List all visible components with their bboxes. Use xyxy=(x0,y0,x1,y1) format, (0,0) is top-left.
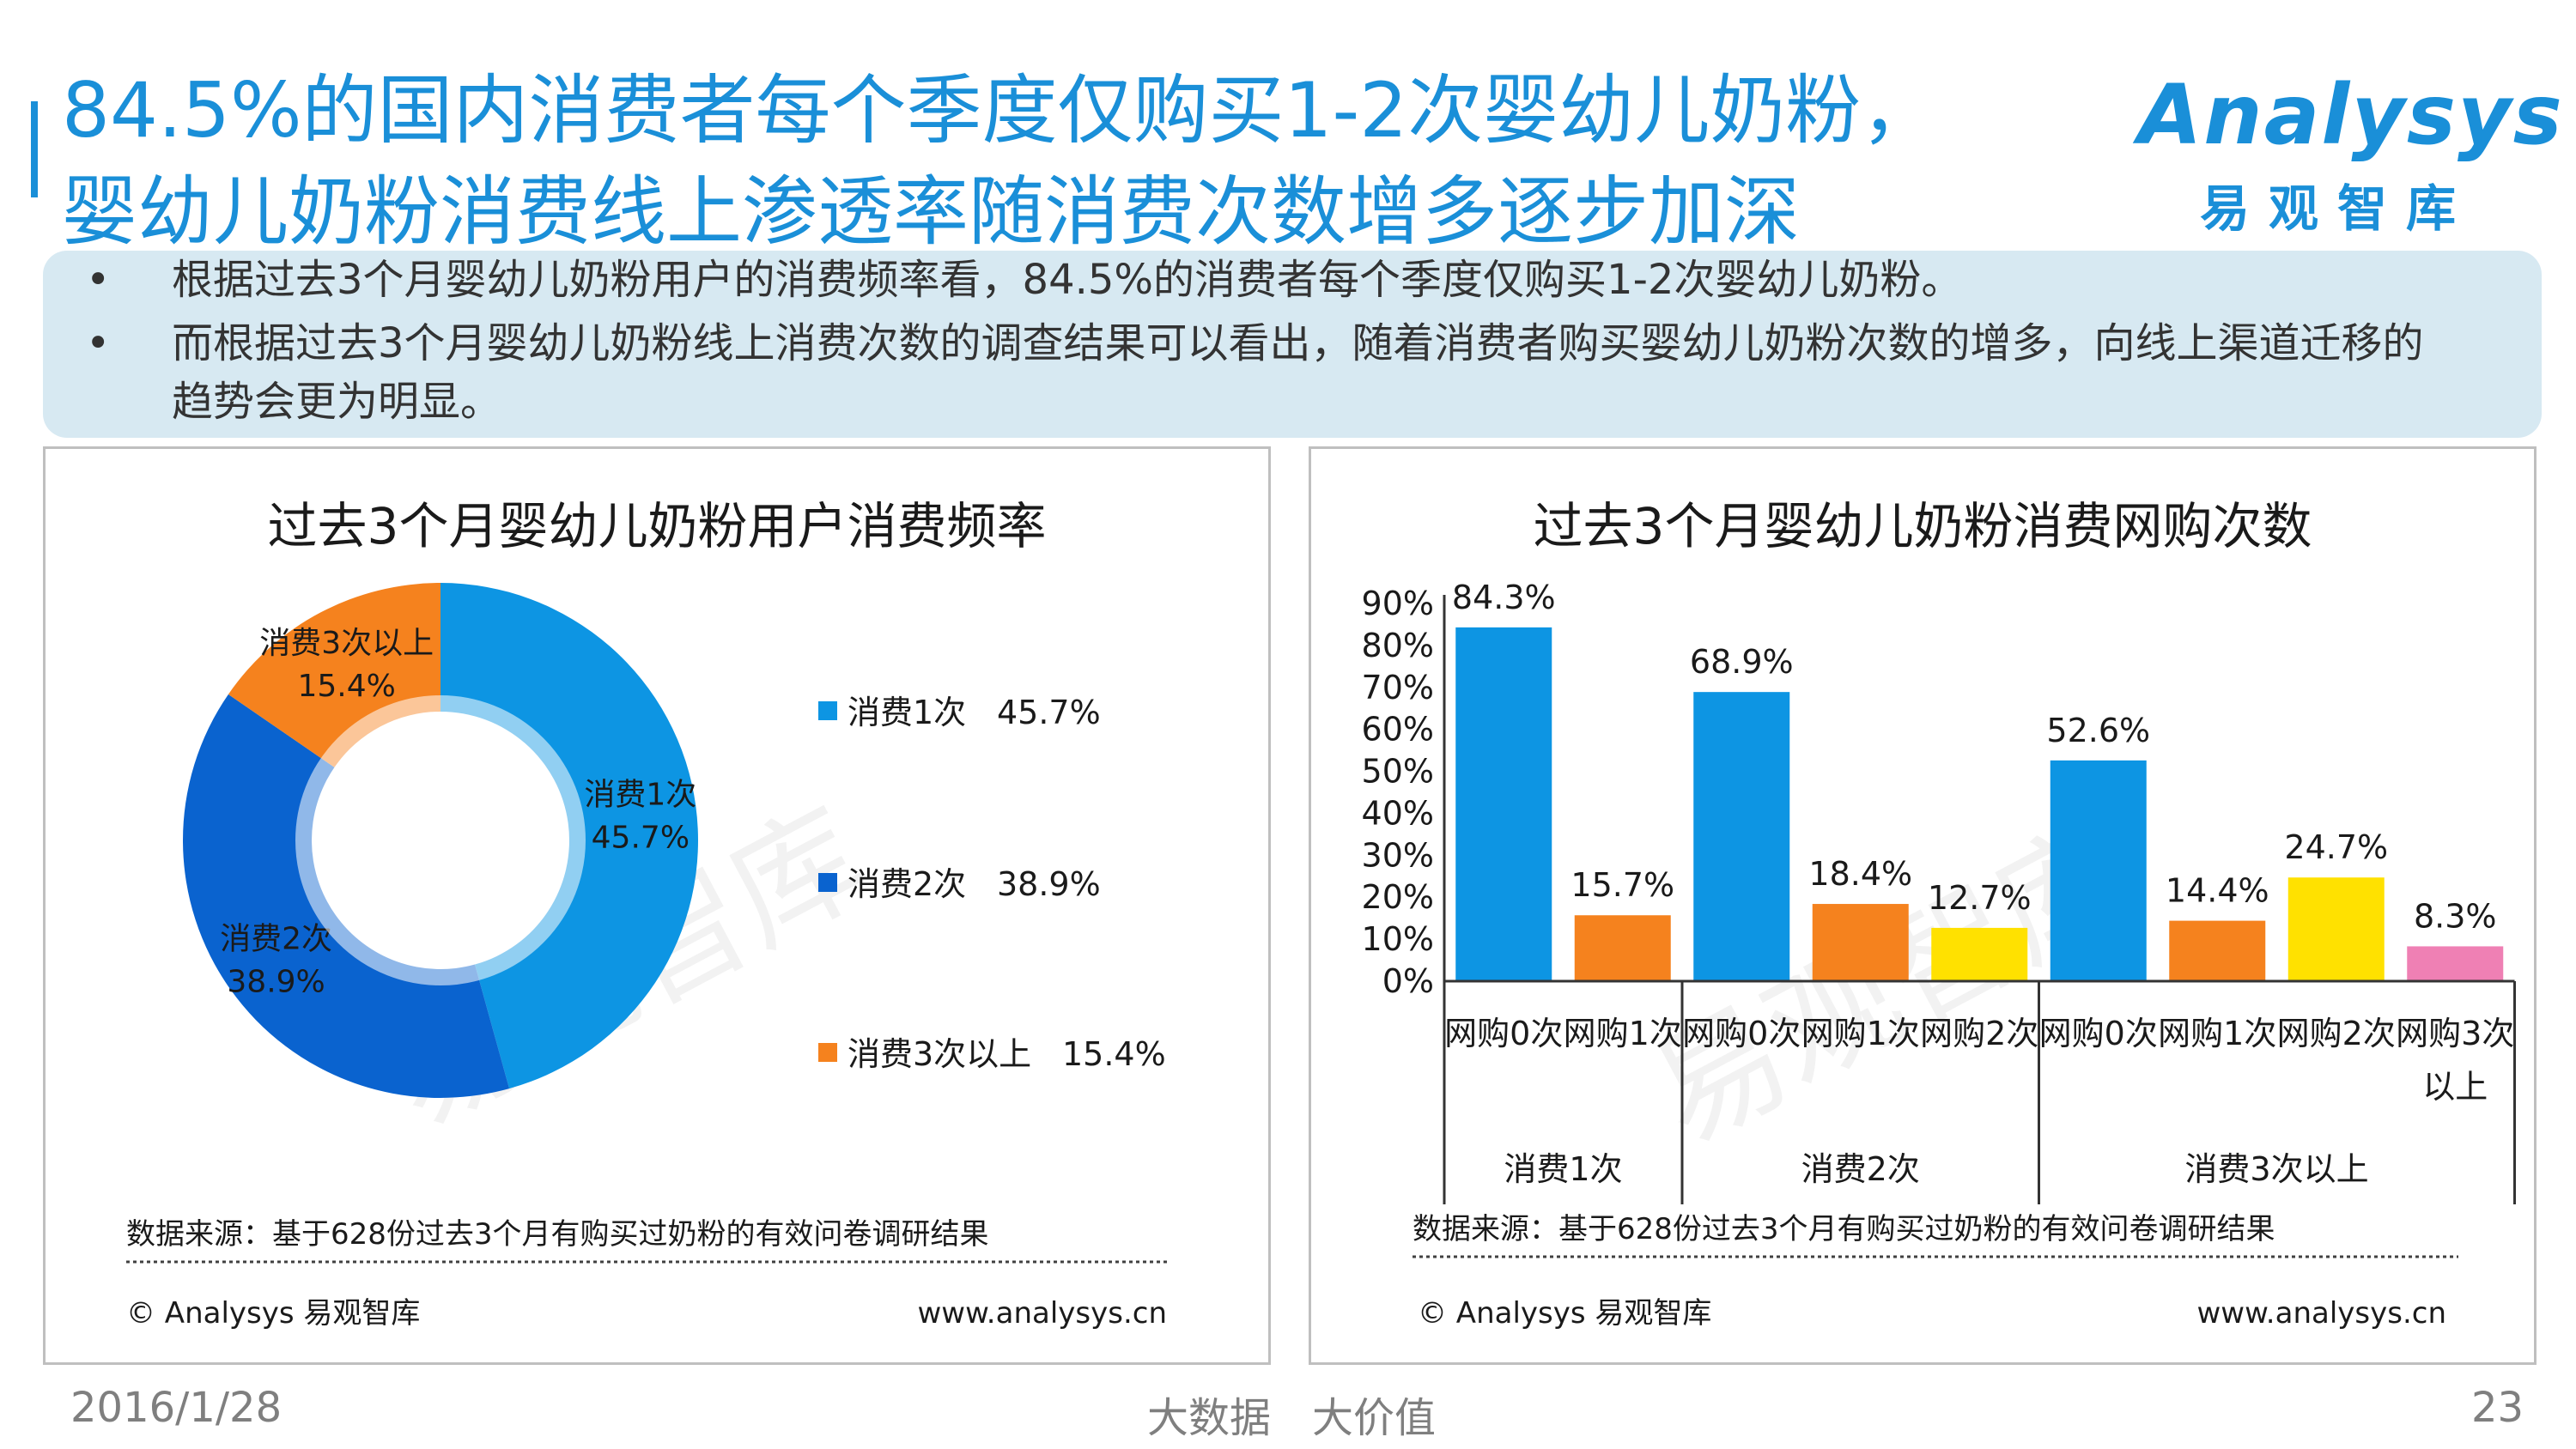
y-tick-label: 60% xyxy=(1362,711,1434,749)
legend-label: 消费3次以上 xyxy=(848,1035,1031,1073)
x-tick-label: 网购0次 xyxy=(2039,1015,2158,1052)
bar xyxy=(2050,760,2147,981)
donut-chart-panel: 易观智库 过去3个月婴幼儿奶粉用户消费频率 消费1次45.7%消费2次38.9%… xyxy=(43,446,1271,1365)
x-group-label: 消费3次以上 xyxy=(2184,1150,2368,1188)
legend-label: 消费2次 xyxy=(848,865,966,903)
bullet-dot: • xyxy=(86,256,111,304)
copyright-text: © Analysys 易观智库 xyxy=(126,1296,420,1331)
bar xyxy=(1812,904,1909,981)
bar xyxy=(1693,692,1790,981)
page-title-line-2: 婴幼儿奶粉消费线上渗透率随消费次数增多逐步加深 xyxy=(62,167,1801,256)
bar-value-label: 15.7% xyxy=(1571,866,1674,904)
slice-category-label: 消费2次 xyxy=(220,921,332,956)
x-tick-label: 网购0次 xyxy=(1444,1015,1563,1052)
analysys-logo: Analysys 易观智库 xyxy=(2138,64,2562,238)
legend-value: 15.4% xyxy=(1062,1035,1166,1073)
summary-bullet-2-text-continued: 趋势会更为明显。 xyxy=(172,378,502,426)
chart-title: 过去3个月婴幼儿奶粉用户消费频率 xyxy=(268,497,1047,555)
chart-title: 过去3个月婴幼儿奶粉消费网购次数 xyxy=(1534,497,2312,555)
y-tick-label: 10% xyxy=(1362,920,1434,958)
y-tick-label: 0% xyxy=(1382,962,1434,1000)
slice-value-label: 38.9% xyxy=(227,964,325,999)
title-accent-bar xyxy=(31,101,38,197)
summary-bullet-2-text: 而根据过去3个月婴幼儿奶粉线上消费次数的调查结果可以看出，随着消费者购买婴幼儿奶… xyxy=(172,319,2424,367)
page-title-line-1: 84.5%的国内消费者每个季度仅购买1-2次婴幼儿奶粉， xyxy=(62,66,1937,155)
bar xyxy=(1574,915,1671,981)
bar-value-label: 8.3% xyxy=(2414,897,2497,935)
x-tick-label: 网购3次 xyxy=(2396,1015,2514,1052)
slice-category-label: 消费3次以上 xyxy=(259,626,434,661)
legend-swatch xyxy=(818,873,837,892)
bullet-dot: • xyxy=(86,319,111,367)
donut-chart: 易观智库 过去3个月婴幼儿奶粉用户消费频率 消费1次45.7%消费2次38.9%… xyxy=(126,497,1168,1331)
x-group-label: 消费2次 xyxy=(1801,1150,1920,1188)
bar-value-label: 14.4% xyxy=(2166,872,2269,910)
y-tick-label: 30% xyxy=(1362,836,1434,874)
bar-value-label: 52.6% xyxy=(2046,712,2150,749)
x-tick-label-continued: 以上 xyxy=(2422,1068,2488,1106)
x-group-label: 消费1次 xyxy=(1504,1150,1622,1188)
y-tick-label: 20% xyxy=(1362,878,1434,916)
bar-value-label: 12.7% xyxy=(1928,879,2032,917)
bar-value-label: 68.9% xyxy=(1690,643,1794,681)
x-tick-label: 网购0次 xyxy=(1682,1015,1801,1052)
legend-swatch xyxy=(818,1043,837,1062)
logo-wordmark: Analysys xyxy=(2138,67,2564,163)
bar xyxy=(1931,927,2028,981)
y-tick-label: 50% xyxy=(1362,753,1434,791)
summary-box: • 根据过去3个月婴幼儿奶粉用户的消费频率看，84.5%的消费者每个季度仅购买1… xyxy=(43,251,2542,438)
logo-chinese-name: 易观智库 xyxy=(2200,179,2476,238)
bar-chart: 易观智库 过去3个月婴幼儿奶粉消费网购次数 0%10%20%30%40%50%6… xyxy=(1362,497,2516,1331)
footer-date: 2016/1/28 xyxy=(70,1384,283,1432)
legend-value: 38.9% xyxy=(997,865,1101,903)
x-tick-label: 网购1次 xyxy=(1801,1015,1920,1052)
data-source-note: 数据来源：基于628份过去3个月有购买过奶粉的有效问卷调研结果 xyxy=(1413,1212,2275,1246)
website-url: www.analysys.cn xyxy=(918,1296,1168,1331)
slice-value-label: 15.4% xyxy=(298,669,396,704)
legend-value: 45.7% xyxy=(997,694,1101,731)
data-source-note: 数据来源：基于628份过去3个月有购买过奶粉的有效问卷调研结果 xyxy=(126,1217,989,1252)
slice-value-label: 45.7% xyxy=(592,820,690,855)
bar-value-label: 18.4% xyxy=(1808,855,1912,893)
bar xyxy=(2407,946,2504,981)
slice-category-label: 消费1次 xyxy=(584,777,696,812)
legend-label: 消费1次 xyxy=(848,694,966,731)
x-tick-label: 网购1次 xyxy=(2158,1015,2276,1052)
x-tick-label: 网购2次 xyxy=(2277,1015,2396,1052)
donut-slice xyxy=(182,694,510,1098)
bar-chart-panel: 易观智库 过去3个月婴幼儿奶粉消费网购次数 0% 10% 20% 30% 40% 50% 6… xyxy=(1309,446,2537,1365)
x-tick-label: 网购1次 xyxy=(1564,1015,1682,1052)
legend-swatch xyxy=(818,701,837,720)
bar xyxy=(2287,877,2385,981)
x-tick-label: 网购2次 xyxy=(1920,1015,2038,1052)
website-url: www.analysys.cn xyxy=(2197,1296,2447,1331)
y-tick-label: 70% xyxy=(1362,669,1434,706)
bar-value-label: 84.3% xyxy=(1452,579,1556,616)
bar xyxy=(2169,920,2266,981)
footer-page-number: 23 xyxy=(2471,1384,2524,1432)
y-tick-label: 80% xyxy=(1362,627,1434,664)
donut-inner-ring xyxy=(295,695,586,985)
bar xyxy=(1455,627,1552,981)
summary-bullet-1-text: 根据过去3个月婴幼儿奶粉用户的消费频率看，84.5%的消费者每个季度仅购买1-2… xyxy=(172,256,1963,304)
page-title: 84.5%的国内消费者每个季度仅购买1-2次婴幼儿奶粉， 婴幼儿奶粉消费线上渗透… xyxy=(62,57,1936,259)
y-tick-label: 40% xyxy=(1362,794,1434,832)
footer-slogan: 大数据 大价值 xyxy=(1147,1394,1437,1442)
y-tick-label: 90% xyxy=(1362,585,1434,622)
copyright-text: © Analysys 易观智库 xyxy=(1418,1296,1711,1331)
bar-value-label: 24.7% xyxy=(2284,828,2388,866)
